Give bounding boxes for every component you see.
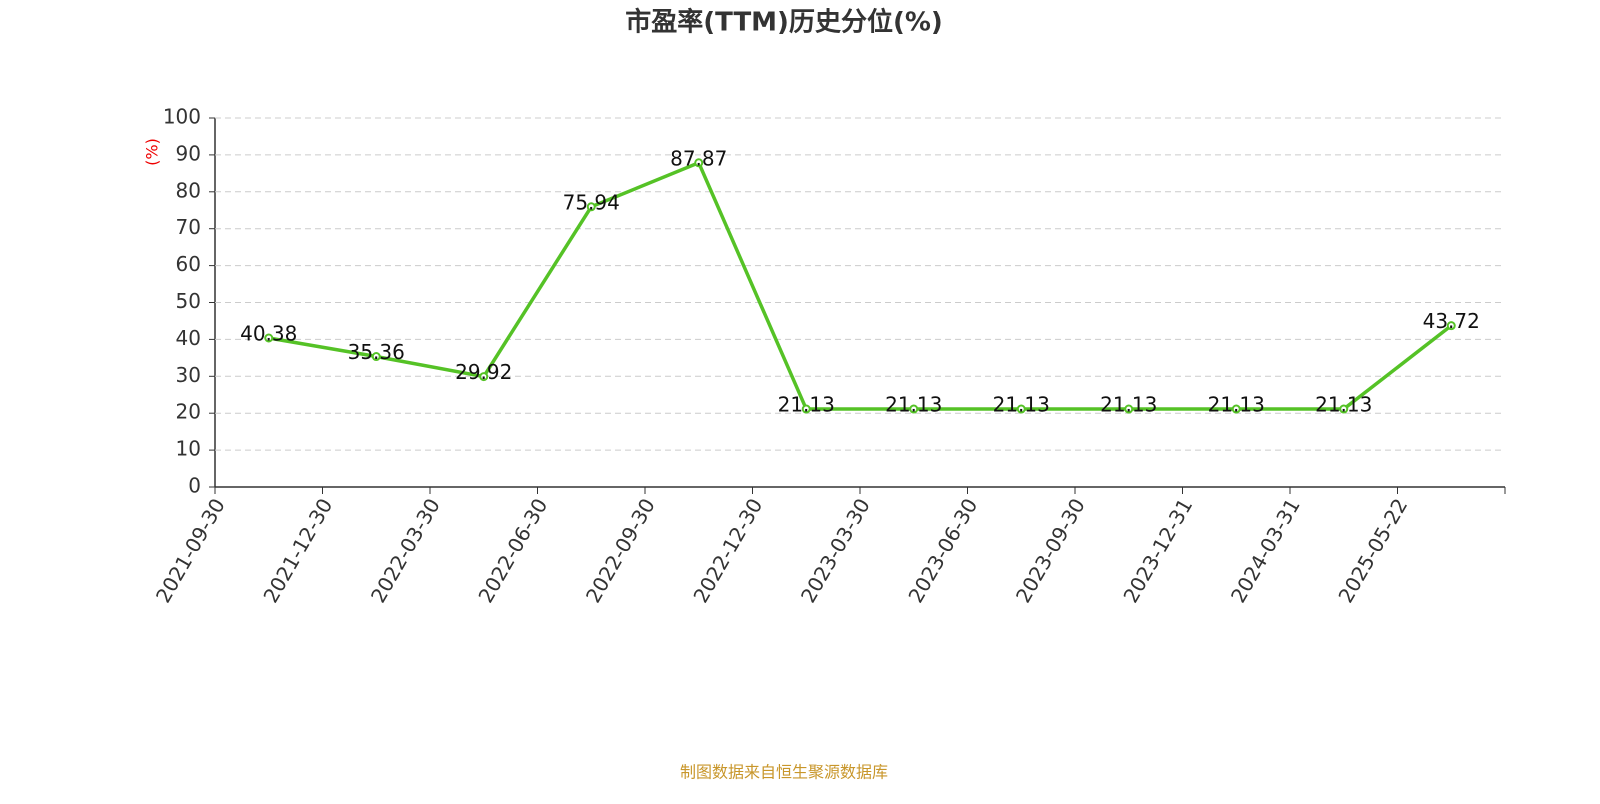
y-tick-label: 70 [176,215,201,239]
point [694,158,704,168]
data-label: 35.36 [348,340,405,364]
point [1231,404,1241,414]
y-tick-label: 90 [176,141,201,165]
y-tick-label: 80 [176,178,201,202]
data-label: 21.13 [885,393,942,417]
point [801,404,811,414]
x-tick-label: 2023-06-30 [903,494,982,607]
x-tick-label: 2022-12-30 [688,494,767,607]
x-tick-label: 2022-03-30 [366,494,445,607]
point [479,372,489,382]
line [268,160,1453,411]
data-label: 43.72 [1423,309,1480,333]
y-tick-label: 0 [188,474,201,498]
point [371,352,381,362]
point [1446,321,1456,331]
y-axis-label: (%) [143,138,162,166]
y-tick-label: 30 [176,363,201,387]
x-tick-label: 2021-09-30 [151,494,230,607]
y-tick-label: 100 [163,105,201,129]
y-tick-label: 50 [176,289,201,313]
point [1339,404,1349,414]
data-label: 21.13 [1315,393,1372,417]
y-tick-label: 10 [176,437,201,461]
point [586,202,596,212]
data-label: 21.13 [993,393,1050,417]
x-tick-label: 2022-06-30 [473,494,552,607]
x-tick-label: 2025-05-22 [1333,494,1412,607]
data-label: 21.13 [1208,393,1265,417]
x-tick-label: 2022-09-30 [581,494,660,607]
x-tick-label: 2021-12-30 [258,494,337,607]
data-label: 21.13 [778,393,835,417]
y-tick-label: 40 [176,326,201,350]
x-tick-label: 2023-09-30 [1011,494,1090,607]
x-tick-label: 2023-03-30 [796,494,875,607]
source-note: 制图数据来自恒生聚源数据库 [680,763,888,782]
data-label: 29.92 [455,360,512,384]
x-tick-label: 2024-03-31 [1226,494,1305,607]
x-tick-label: 2023-12-31 [1118,494,1197,607]
data-label: 40.38 [240,321,297,345]
point [1124,404,1134,414]
data-label: 75.94 [563,190,620,214]
y-tick-label: 20 [176,400,201,424]
y-tick-label: 60 [176,252,201,276]
point [1016,404,1026,414]
data-label: 87.87 [670,146,727,170]
chart-title: 市盈率(TTM)历史分位(%) [625,7,943,38]
point [264,333,274,343]
data-label: 21.13 [1100,393,1157,417]
point [909,404,919,414]
